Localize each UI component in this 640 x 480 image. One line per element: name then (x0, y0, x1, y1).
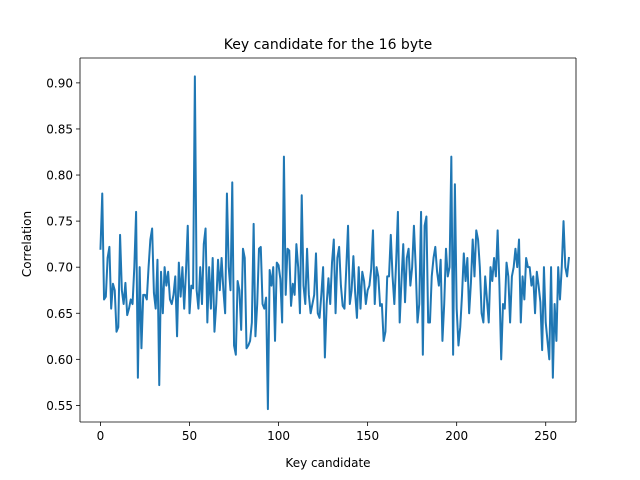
chart-title: Key candidate for the 16 byte (224, 37, 432, 53)
y-tick-label: 0.65 (46, 307, 73, 321)
y-tick-label: 0.85 (46, 122, 73, 136)
x-tick-label: 0 (97, 429, 105, 443)
series-line-0 (99, 75, 570, 411)
x-tick-label: 200 (445, 429, 468, 443)
axes-frame (79, 57, 577, 423)
y-tick-label: 0.70 (46, 261, 73, 275)
x-axis: 0 50 100 150 200 250 (97, 422, 557, 443)
y-tick-label: 0.55 (46, 399, 73, 413)
series-layer (99, 75, 570, 411)
y-tick-label: 0.90 (46, 76, 73, 90)
y-tick-label: 0.75 (46, 215, 73, 229)
x-axis-label: Key candidate (285, 456, 370, 470)
y-tick-label: 0.60 (46, 353, 73, 367)
x-tick-label: 50 (182, 429, 197, 443)
y-axis: 0.55 0.60 0.65 0.70 0.75 0.80 0.85 0.90 (46, 76, 80, 413)
plot-background (80, 58, 576, 422)
plot-area (80, 58, 576, 422)
x-tick-label: 150 (356, 429, 379, 443)
x-tick-label: 250 (534, 429, 557, 443)
y-tick-label: 0.80 (46, 169, 73, 183)
y-axis-label: Correlation (20, 211, 34, 277)
x-tick-label: 100 (267, 429, 290, 443)
